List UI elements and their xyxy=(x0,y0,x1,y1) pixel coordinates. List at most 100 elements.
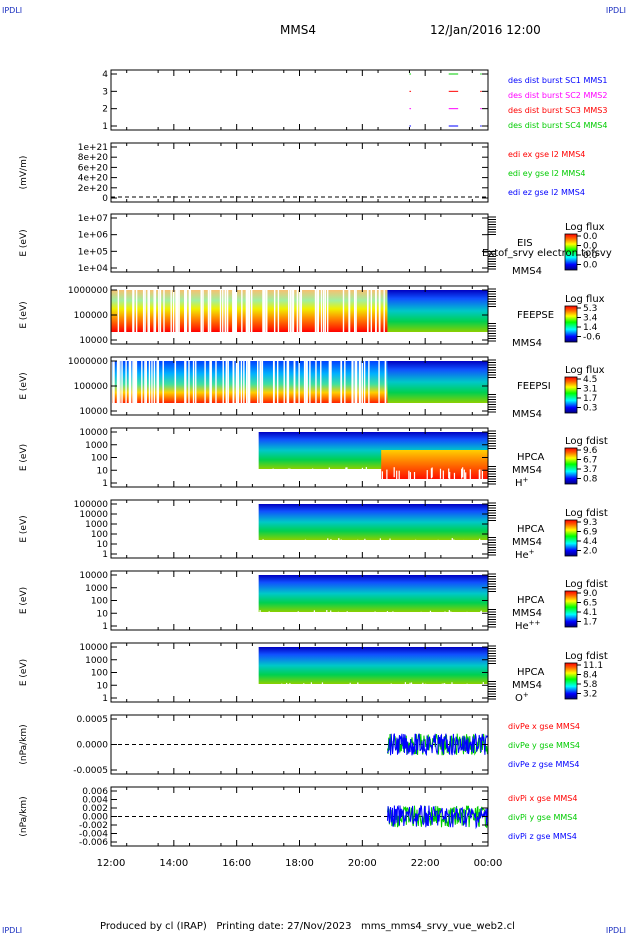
data-gap xyxy=(202,288,204,334)
data-gap xyxy=(361,359,363,405)
data-gap xyxy=(327,613,330,624)
data-gap xyxy=(309,359,311,405)
spectrogram-fill xyxy=(258,647,488,684)
colorbar xyxy=(564,590,578,628)
colorbar-tick-label: 6.5 xyxy=(583,599,597,609)
y-tick-label: 100000 xyxy=(74,311,109,321)
species-label: O+ xyxy=(515,691,529,704)
y-tick-label: -0.006 xyxy=(79,838,108,848)
corner-label-top-right: IPDLI xyxy=(605,6,626,15)
data-gap xyxy=(390,683,392,694)
data-gap xyxy=(350,469,353,480)
data-gap xyxy=(304,469,306,480)
y-tick-label: 1000000 xyxy=(68,286,108,296)
data-gap xyxy=(153,359,156,405)
data-gap xyxy=(172,288,175,334)
data-gap xyxy=(374,611,376,622)
data-gap xyxy=(316,613,319,624)
data-gap xyxy=(116,359,119,405)
data-gap xyxy=(276,684,278,695)
data-gap xyxy=(277,543,279,554)
data-gap xyxy=(289,288,292,334)
colorbar-tick-label: 3.7 xyxy=(583,465,597,475)
data-gap xyxy=(332,472,334,483)
y-tick-label: 1 xyxy=(102,122,108,132)
colorbar-tick-label: 5.3 xyxy=(583,304,597,314)
data-gap xyxy=(316,288,318,334)
data-gap xyxy=(462,467,464,478)
data-gap xyxy=(246,359,248,405)
data-gap xyxy=(296,543,299,554)
data-gap xyxy=(384,359,387,405)
data-gap xyxy=(270,470,272,481)
data-gap xyxy=(450,611,452,622)
data-gap xyxy=(387,614,389,625)
colorbar-title: Log fdist xyxy=(565,651,608,662)
colorbar xyxy=(564,305,578,343)
data-gap xyxy=(467,684,469,695)
data-gap xyxy=(272,468,274,479)
data-gap xyxy=(354,687,356,698)
data-gap xyxy=(413,471,416,482)
data-gap xyxy=(159,288,162,334)
y-tick-label: 4e+20 xyxy=(78,174,109,184)
data-gap xyxy=(373,470,376,481)
data-gap xyxy=(330,539,332,550)
data-gap xyxy=(270,541,272,552)
data-gap xyxy=(176,288,178,334)
series-line xyxy=(387,733,489,757)
data-gap xyxy=(413,687,416,698)
data-gap xyxy=(282,541,284,552)
species-label: He++ xyxy=(515,619,541,632)
colorbar-title: Log fdist xyxy=(565,508,608,519)
y-tick-label: 1e+07 xyxy=(78,214,108,224)
instrument-label: HPCA xyxy=(517,667,545,678)
data-gap xyxy=(315,685,317,696)
colorbar-tick-label: 1.7 xyxy=(583,618,597,628)
colorbar-tick-label: -0.6 xyxy=(583,333,601,343)
data-gap xyxy=(357,539,360,550)
data-gap xyxy=(261,542,263,553)
colorbar xyxy=(564,447,578,485)
data-gap xyxy=(453,539,455,550)
x-tick-label: 16:00 xyxy=(222,858,251,869)
data-gap xyxy=(433,685,435,696)
data-gap xyxy=(361,467,364,478)
y-tick-label: 100 xyxy=(91,597,108,607)
data-gap xyxy=(476,615,478,626)
data-gap xyxy=(162,359,164,405)
data-gap xyxy=(274,687,277,698)
data-gap xyxy=(366,613,368,624)
legend-entry: des dist burst SC2 MMS2 xyxy=(508,91,607,100)
y-tick-label: 1 xyxy=(102,694,108,704)
data-gap xyxy=(483,687,485,698)
data-gap xyxy=(351,359,353,405)
y-tick-label: 100000 xyxy=(74,500,109,510)
data-gap xyxy=(246,288,248,334)
data-gap xyxy=(308,687,310,698)
data-gap xyxy=(333,684,336,695)
data-gap xyxy=(175,288,177,334)
data-gap xyxy=(286,359,289,405)
data-gap xyxy=(334,472,336,483)
data-gap xyxy=(156,359,158,405)
y-tick-label: 10000 xyxy=(79,336,108,346)
data-gap xyxy=(281,683,283,694)
data-gap xyxy=(336,687,338,698)
panel-frame xyxy=(110,142,489,203)
data-gap xyxy=(381,471,383,482)
colorbar-tick-label: 9.0 xyxy=(583,589,598,599)
data-gap xyxy=(329,359,331,405)
data-gap xyxy=(292,614,294,625)
data-gap xyxy=(324,288,327,334)
spacecraft-label: MMS4 xyxy=(512,266,542,277)
data-gap xyxy=(338,538,340,549)
data-gap xyxy=(344,359,346,405)
data-gap xyxy=(399,541,401,552)
data-gap xyxy=(479,469,481,480)
data-gap xyxy=(265,541,267,552)
data-gap xyxy=(284,542,286,553)
data-gap xyxy=(358,359,361,405)
colorbar-tick-label: 0.3 xyxy=(583,404,597,414)
colorbar-tick-label: 2.0 xyxy=(583,547,598,557)
